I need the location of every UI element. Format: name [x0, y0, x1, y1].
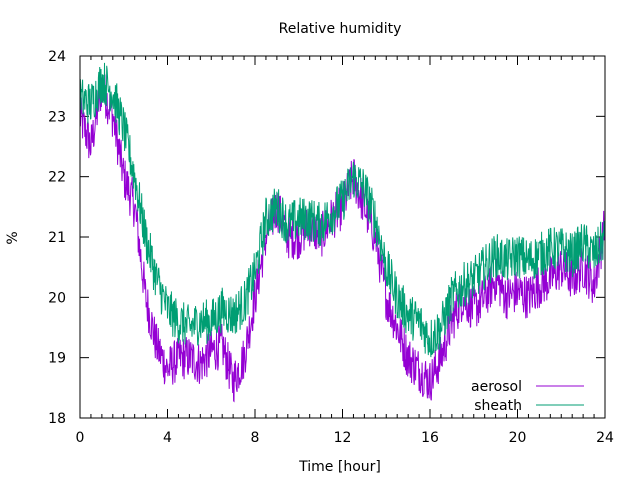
x-tick-label: 24 — [596, 430, 614, 446]
y-tick-label: 23 — [48, 109, 66, 125]
axes: 0 4 8 12 16 20 24 18 19 20 21 22 23 24 — [48, 49, 614, 446]
legend-label-aerosol: aerosol — [471, 379, 522, 395]
y-tick-label: 21 — [48, 230, 66, 246]
y-tick-label: 24 — [48, 49, 66, 65]
legend-label-sheath: sheath — [474, 398, 522, 414]
y-tick-label: 22 — [48, 170, 66, 186]
x-axis-label: Time [hour] — [298, 459, 381, 475]
x-tick-label: 20 — [509, 430, 527, 446]
x-tick-label: 16 — [421, 430, 439, 446]
y-axis-label: % — [5, 231, 21, 244]
y-tick-label: 18 — [48, 411, 66, 427]
x-tick-label: 0 — [76, 430, 85, 446]
series-line-aerosol — [79, 74, 606, 403]
x-tick-label: 12 — [334, 430, 352, 446]
series-line-sheath — [79, 62, 606, 358]
x-tick-label: 8 — [251, 430, 260, 446]
legend: aerosol sheath — [471, 379, 584, 414]
chart-title: Relative humidity — [279, 21, 402, 37]
plot-frame — [79, 55, 606, 419]
x-tick-label: 4 — [163, 430, 172, 446]
y-tick-label: 19 — [48, 351, 66, 367]
plot-series — [79, 62, 606, 403]
y-tick-label: 20 — [48, 290, 66, 306]
